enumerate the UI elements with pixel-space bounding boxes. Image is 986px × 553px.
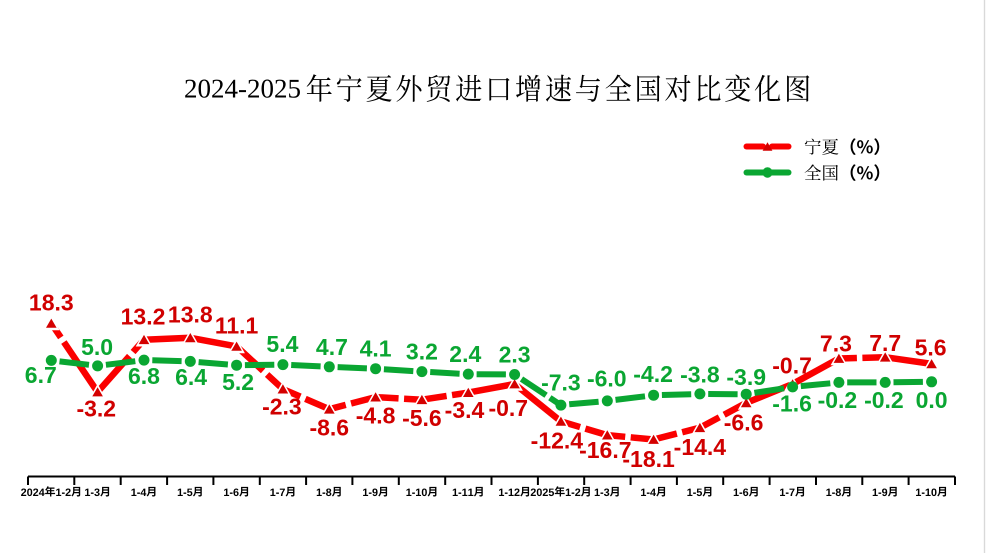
svg-text:-0.2: -0.2 [864,387,904,413]
svg-text:-8.6: -8.6 [309,414,349,440]
svg-text:-5.6: -5.6 [402,405,442,431]
svg-text:-16.7: -16.7 [579,437,631,463]
svg-text:0.0: 0.0 [916,387,948,413]
svg-text:-4.2: -4.2 [633,361,673,387]
svg-text:7.3: 7.3 [820,331,852,357]
svg-text:18.3: 18.3 [29,290,74,316]
svg-text:-12.4: -12.4 [531,428,584,454]
svg-text:6.8: 6.8 [128,363,160,389]
svg-text:-6.6: -6.6 [724,410,764,436]
svg-text:7.7: 7.7 [869,330,901,356]
svg-text:13.8: 13.8 [168,302,213,328]
svg-text:-0.7: -0.7 [488,395,528,421]
svg-text:-3.8: -3.8 [680,362,720,388]
svg-text:5.0: 5.0 [81,334,113,360]
svg-text:11.1: 11.1 [215,313,259,339]
svg-text:4.7: 4.7 [316,334,348,360]
svg-text:13.2: 13.2 [121,303,166,329]
svg-text:-18.1: -18.1 [622,446,675,472]
svg-text:5.4: 5.4 [266,331,298,357]
svg-text:-2.3: -2.3 [262,394,302,420]
svg-text:-0.7: -0.7 [772,353,812,379]
svg-text:5.6: 5.6 [915,335,947,361]
svg-text:-6.0: -6.0 [587,366,627,392]
svg-text:6.7: 6.7 [25,362,57,388]
svg-text:2.3: 2.3 [499,342,531,368]
svg-text:4.1: 4.1 [360,335,392,361]
svg-text:2.4: 2.4 [449,341,481,367]
svg-text:6.4: 6.4 [175,364,207,390]
svg-text:-14.4: -14.4 [674,434,727,460]
svg-text:-3.4: -3.4 [445,397,485,423]
svg-text:-7.3: -7.3 [541,369,581,395]
svg-text:-0.2: -0.2 [818,387,858,413]
svg-text:-4.8: -4.8 [356,402,396,428]
svg-text:5.2: 5.2 [222,369,254,395]
svg-text:-1.6: -1.6 [772,390,812,416]
svg-text:-3.9: -3.9 [726,364,766,390]
svg-text:-3.2: -3.2 [76,396,116,422]
svg-text:3.2: 3.2 [406,338,438,364]
